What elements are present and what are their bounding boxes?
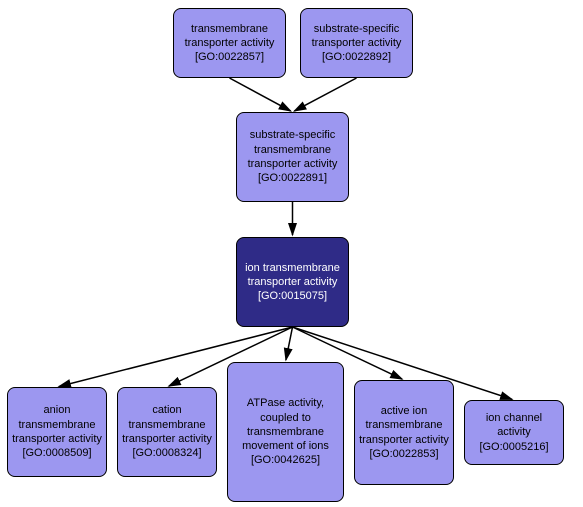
node-n1: transmembrane transporter activity [GO:0… — [173, 8, 286, 78]
node-n7: ATPase activity, coupled to transmembran… — [227, 362, 344, 502]
node-n5: anion transmembrane transporter activity… — [7, 387, 107, 477]
node-n2: substrate-specific transporter activity … — [300, 8, 413, 78]
node-n9: ion channel activity [GO:0005216] — [464, 400, 564, 465]
edge-n1-n3 — [230, 78, 291, 111]
node-n4: ion transmembrane transporter activity [… — [236, 237, 349, 327]
edge-n2-n3 — [294, 78, 356, 111]
node-n6: cation transmembrane transporter activit… — [117, 387, 217, 477]
edge-n4-n7 — [286, 327, 293, 360]
node-n3: substrate-specific transmembrane transpo… — [236, 112, 349, 202]
node-n8: active ion transmembrane transporter act… — [354, 380, 454, 485]
